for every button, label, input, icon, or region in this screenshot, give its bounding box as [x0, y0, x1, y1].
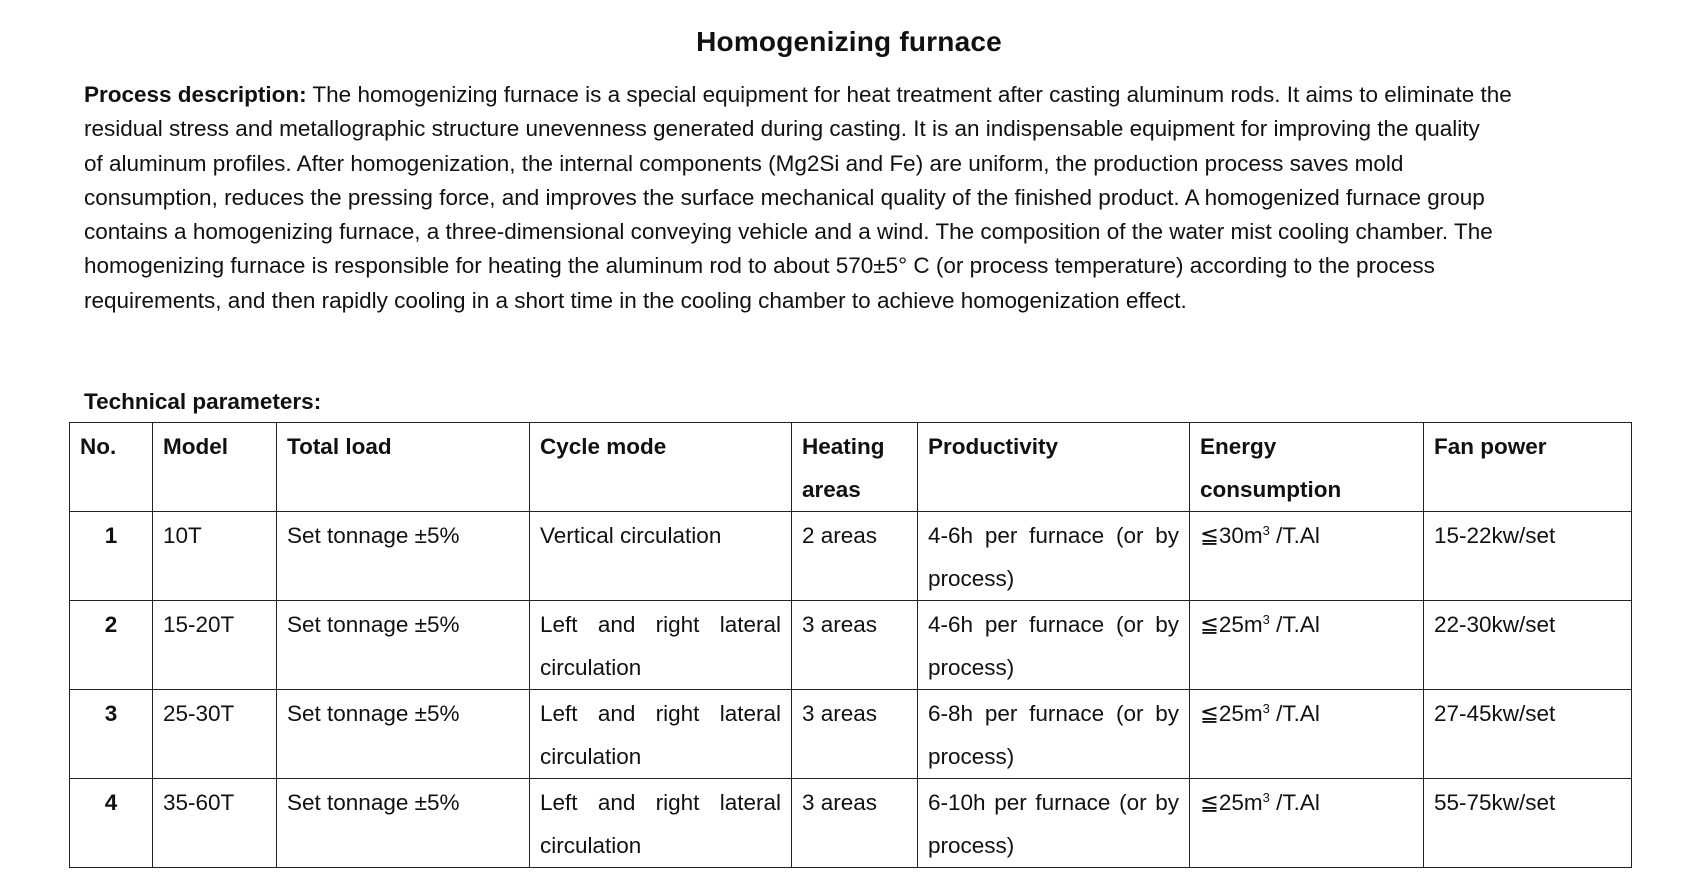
cell-total-load: Set tonnage ±5%	[276, 511, 530, 601]
cell-total-load: Set tonnage ±5%	[276, 600, 530, 690]
energy-superscript: 3	[1262, 701, 1270, 716]
energy-superscript: 3	[1262, 612, 1270, 627]
cell-fan-power: 55-75kw/set	[1423, 778, 1632, 868]
description-label: Process description:	[84, 82, 307, 107]
cell-no: 4	[69, 778, 153, 868]
energy-unit: /T.Al	[1269, 701, 1320, 726]
cell-no: 3	[69, 689, 153, 779]
header-fan-power: Fan power	[1423, 422, 1632, 512]
cell-fan-power: 27-45kw/set	[1423, 689, 1632, 779]
cell-heating-areas: 2 areas	[791, 511, 918, 601]
cell-no: 1	[69, 511, 153, 601]
cell-productivity: 4-6h per furnace (or by process)	[917, 600, 1190, 690]
cell-total-load: Set tonnage ±5%	[276, 778, 530, 868]
header-model: Model	[152, 422, 277, 512]
energy-value: ≦25m	[1200, 612, 1263, 637]
description-text: The homogenizing furnace is a special eq…	[306, 82, 1512, 107]
cell-energy-consumption: ≦25m3 /T.Al	[1189, 600, 1424, 690]
cell-heating-areas: 3 areas	[791, 600, 918, 690]
cell-productivity: 6-8h per furnace (or by process)	[917, 689, 1190, 779]
description-line: residual stress and metallographic struc…	[84, 116, 1480, 142]
table-row: 4 35-60T Set tonnage ±5% Left and right …	[69, 778, 1632, 868]
energy-value: ≦30m	[1200, 523, 1263, 548]
cell-model: 15-20T	[152, 600, 277, 690]
description-line: consumption, reduces the pressing force,…	[84, 184, 1485, 210]
technical-parameters-heading: Technical parameters:	[84, 389, 322, 414]
cell-no: 2	[69, 600, 153, 690]
table-row: 2 15-20T Set tonnage ±5% Left and right …	[69, 600, 1632, 690]
energy-superscript: 3	[1262, 523, 1270, 538]
cell-productivity: 4-6h per furnace (or by process)	[917, 511, 1190, 601]
header-total-load: Total load	[276, 422, 530, 512]
page-title: Homogenizing furnace	[696, 26, 1002, 57]
energy-unit: /T.Al	[1269, 790, 1320, 815]
cell-productivity: 6-10h per furnace (or by process)	[917, 778, 1190, 868]
cell-model: 35-60T	[152, 778, 277, 868]
cell-total-load: Set tonnage ±5%	[276, 689, 530, 779]
description-line: homogenizing furnace is responsible for …	[84, 253, 1435, 279]
header-productivity: Productivity	[917, 422, 1190, 512]
cell-heating-areas: 3 areas	[791, 778, 918, 868]
cell-energy-consumption: ≦25m3 /T.Al	[1189, 778, 1424, 868]
cell-cycle-mode: Left and right lateral circulation	[529, 778, 792, 868]
cell-heating-areas: 3 areas	[791, 689, 918, 779]
table-header-row: No. Model Total load Cycle mode Heating …	[69, 422, 1632, 512]
technical-parameters-table: No. Model Total load Cycle mode Heating …	[69, 422, 1632, 868]
cell-cycle-mode: Left and right lateral circulation	[529, 689, 792, 779]
energy-unit: /T.Al	[1269, 612, 1320, 637]
table-row: 3 25-30T Set tonnage ±5% Left and right …	[69, 689, 1632, 779]
description-line: contains a homogenizing furnace, a three…	[84, 219, 1493, 245]
energy-value: ≦25m	[1200, 701, 1263, 726]
energy-value: ≦25m	[1200, 790, 1263, 815]
header-energy-consumption: Energy consumption	[1189, 422, 1424, 512]
energy-unit: /T.Al	[1269, 523, 1320, 548]
cell-cycle-mode: Vertical circulation	[529, 511, 792, 601]
description-line: requirements, and then rapidly cooling i…	[84, 287, 1187, 313]
table-row: 1 10T Set tonnage ±5% Vertical circulati…	[69, 511, 1632, 601]
header-cycle-mode: Cycle mode	[529, 422, 792, 512]
description-line: of aluminum profiles. After homogenizati…	[84, 150, 1404, 176]
cell-model: 10T	[152, 511, 277, 601]
cell-fan-power: 22-30kw/set	[1423, 600, 1632, 690]
process-description: Process description: The homogenizing fu…	[84, 78, 1624, 318]
header-no: No.	[69, 422, 153, 512]
description-line: Process description: The homogenizing fu…	[84, 78, 1624, 112]
cell-energy-consumption: ≦25m3 /T.Al	[1189, 689, 1424, 779]
cell-cycle-mode: Left and right lateral circulation	[529, 600, 792, 690]
cell-energy-consumption: ≦30m3 /T.Al	[1189, 511, 1424, 601]
cell-model: 25-30T	[152, 689, 277, 779]
energy-superscript: 3	[1262, 790, 1270, 805]
cell-fan-power: 15-22kw/set	[1423, 511, 1632, 601]
header-heating-areas: Heating areas	[791, 422, 918, 512]
